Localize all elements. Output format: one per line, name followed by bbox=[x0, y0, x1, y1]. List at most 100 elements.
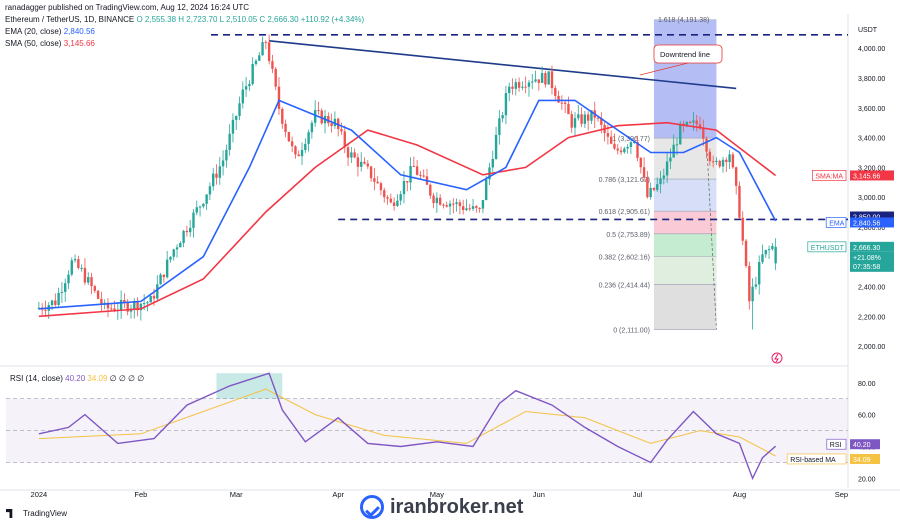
candle-body bbox=[70, 260, 73, 275]
candle-body bbox=[744, 240, 748, 266]
candle-body bbox=[524, 86, 527, 88]
candle-body bbox=[248, 84, 251, 87]
chart-header: ranadagger published on TradingView.com,… bbox=[5, 2, 364, 50]
candle-body bbox=[383, 190, 386, 198]
candle-body bbox=[718, 160, 721, 167]
candle-body bbox=[235, 116, 238, 120]
time-axis-tick: May bbox=[430, 490, 444, 499]
price-tag-label-box bbox=[825, 217, 847, 228]
time-axis-tick: Feb bbox=[134, 490, 147, 499]
rsi-legend[interactable]: RSI (14, close) 40.20 34.09 ∅ ∅ ∅ ∅ bbox=[10, 374, 144, 383]
candle-body bbox=[649, 187, 652, 198]
candle-body bbox=[438, 197, 442, 205]
candle-body bbox=[586, 114, 590, 121]
candle-body bbox=[379, 183, 383, 191]
candle-body bbox=[468, 208, 471, 210]
candle-body bbox=[238, 103, 241, 117]
candle-body bbox=[465, 208, 468, 210]
candle-body bbox=[218, 166, 221, 178]
price-tag-label: EMA bbox=[829, 220, 845, 227]
candle-body bbox=[692, 120, 695, 123]
candle-body bbox=[244, 86, 248, 90]
published-line: ranadagger published on TradingView.com,… bbox=[5, 3, 250, 12]
fib-label: 0.786 (3,121.67) bbox=[599, 177, 650, 184]
candle-body bbox=[106, 302, 110, 309]
candle-body bbox=[258, 55, 261, 61]
candle-body bbox=[702, 128, 705, 139]
candle-body bbox=[300, 150, 304, 157]
candle-body bbox=[557, 95, 560, 103]
time-axis-tick: Apr bbox=[332, 490, 344, 499]
candle-body bbox=[93, 286, 97, 291]
rsi-axis-tick: 20.00 bbox=[858, 476, 876, 483]
candle-body bbox=[629, 142, 633, 148]
rsi-tag-label: RSI bbox=[830, 442, 842, 449]
candle-body bbox=[531, 81, 534, 83]
price-tag-value: 2,840.56 bbox=[853, 220, 880, 227]
candle-body bbox=[169, 256, 172, 260]
candle-body bbox=[215, 173, 218, 178]
candle-body bbox=[669, 157, 672, 162]
candle-body bbox=[573, 118, 577, 128]
candle-body bbox=[455, 202, 458, 205]
candle-body bbox=[119, 300, 123, 310]
candle-body bbox=[728, 154, 731, 163]
candle-body bbox=[708, 151, 712, 162]
candle-body bbox=[297, 154, 300, 157]
price-tag-extra: 07:35:58 bbox=[853, 264, 880, 271]
candle-body bbox=[350, 152, 353, 158]
downtrend-label-pointer bbox=[639, 62, 689, 76]
candle-body bbox=[748, 265, 751, 302]
candles bbox=[37, 34, 777, 330]
candle-body bbox=[567, 103, 570, 115]
candle-body bbox=[340, 128, 343, 132]
candle-body bbox=[205, 194, 208, 204]
candle-body bbox=[711, 161, 715, 163]
candle-body bbox=[698, 124, 702, 129]
candle-body bbox=[448, 203, 452, 207]
price-axis-tick: 2,000.00 bbox=[858, 344, 885, 351]
candle-body bbox=[392, 202, 396, 206]
time-axis-tick: Aug bbox=[733, 490, 746, 499]
candle-body bbox=[600, 117, 603, 125]
candle-body bbox=[212, 173, 215, 187]
price-axis-unit: USDT bbox=[858, 27, 878, 34]
candle-body bbox=[389, 198, 393, 203]
candle-body bbox=[241, 89, 245, 104]
tradingview-footer[interactable]: TradingView bbox=[6, 509, 67, 518]
candle-body bbox=[152, 296, 156, 299]
candle-body bbox=[757, 262, 761, 285]
candle-body bbox=[619, 150, 623, 153]
candle-body bbox=[179, 242, 182, 248]
candle-body bbox=[419, 174, 422, 176]
candle-body bbox=[185, 230, 189, 233]
candle-body bbox=[231, 119, 235, 134]
rsi-ma-legend-value: 34.09 bbox=[87, 374, 108, 383]
fib-trend-connector bbox=[706, 138, 717, 330]
ema-legend[interactable]: EMA (20, close) 2,840.56 bbox=[5, 26, 364, 38]
candle-body bbox=[44, 309, 47, 311]
candle-body bbox=[570, 114, 573, 128]
candle-body bbox=[90, 277, 93, 287]
candle-body bbox=[182, 230, 185, 243]
candle-body bbox=[435, 197, 439, 204]
candle-body bbox=[452, 203, 455, 205]
candle-body bbox=[517, 82, 521, 88]
rsi-legend-extra: ∅ ∅ ∅ ∅ bbox=[109, 374, 145, 383]
price-tag-box bbox=[850, 170, 894, 181]
tradingview-logo-icon bbox=[6, 509, 13, 518]
candle-body bbox=[80, 267, 83, 269]
candle-body bbox=[274, 68, 277, 87]
candle-body bbox=[251, 64, 254, 85]
sma-label: SMA (50, close) bbox=[5, 39, 62, 48]
candle-body bbox=[685, 122, 689, 126]
candle-body bbox=[188, 227, 192, 233]
candle-body bbox=[159, 274, 162, 285]
watermark-logo-icon bbox=[360, 495, 384, 519]
ema-label: EMA (20, close) bbox=[5, 27, 62, 36]
price-tag-label: SMA:MA bbox=[815, 173, 843, 180]
candle-body bbox=[290, 141, 294, 147]
sma-legend[interactable]: SMA (50, close) 3,145.66 bbox=[5, 38, 364, 50]
candle-body bbox=[406, 181, 409, 183]
